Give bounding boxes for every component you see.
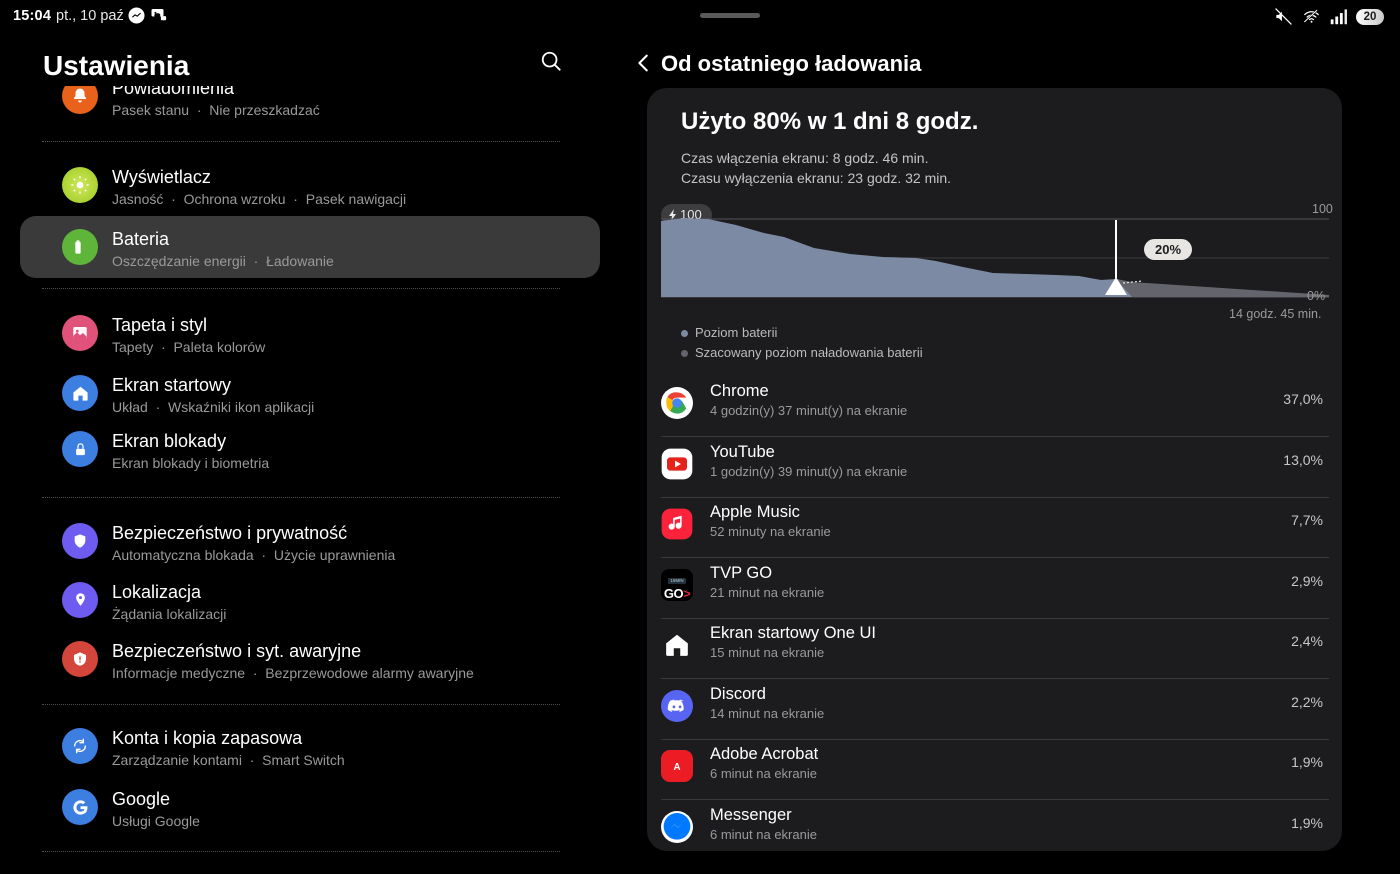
svg-text:A: A	[673, 762, 680, 773]
